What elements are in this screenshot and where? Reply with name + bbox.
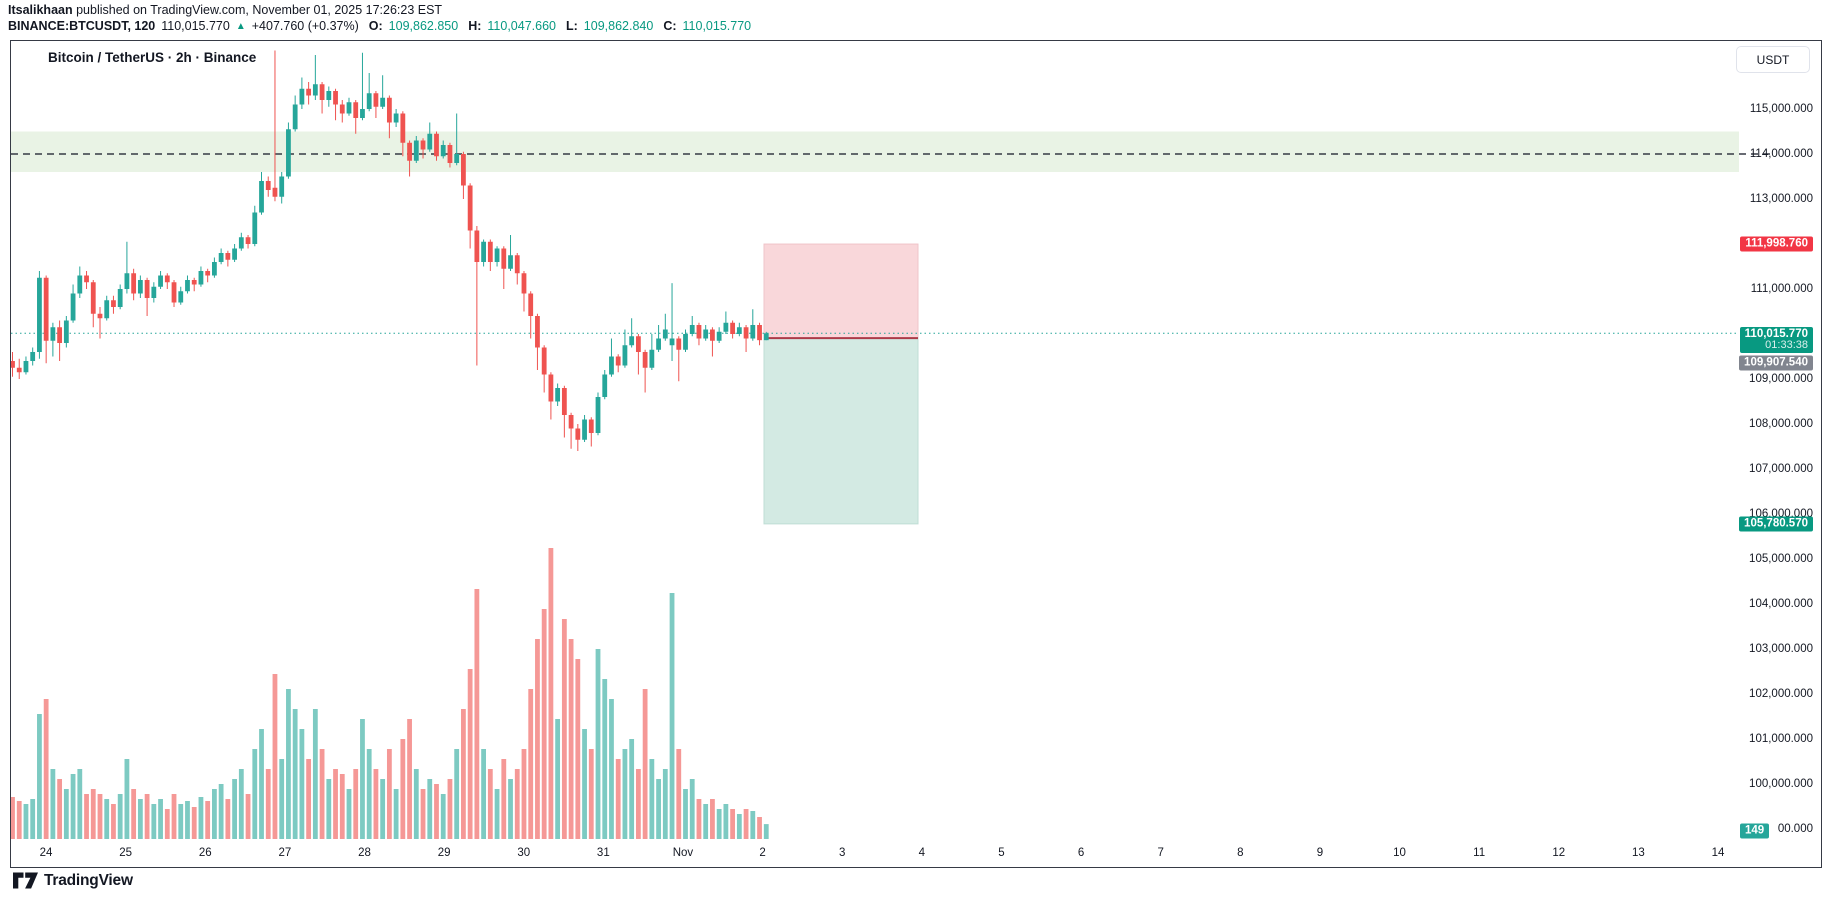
time-axis-label: 24 <box>39 847 53 859</box>
price-axis-label: 00.000 <box>1777 823 1813 835</box>
tradingview-attribution-text: TradingView <box>44 871 133 889</box>
close-label: C: <box>663 19 677 33</box>
time-axis-label: 10 <box>1393 847 1406 859</box>
price-change: +407.760 (+0.37%) <box>251 19 359 33</box>
time-axis-label: 28 <box>358 847 371 859</box>
time-axis-label: 2 <box>759 847 766 859</box>
current-price-badge: 110,015.770 01:33:38 <box>1739 327 1813 354</box>
open-label: O: <box>368 19 383 33</box>
tradingview-attribution-link[interactable]: TradingView <box>12 871 133 890</box>
time-axis-label: 6 <box>1077 847 1085 859</box>
currency-toggle-button[interactable]: USDT <box>1736 46 1810 73</box>
high-value: 110,047.660 <box>487 19 556 33</box>
time-axis-label: 3 <box>838 847 846 859</box>
stop-price-badge: 111,998.760 <box>1740 236 1813 252</box>
entry-price-badge: 109,907.540 <box>1739 355 1813 371</box>
price-axis-label: 107,000.000 <box>1749 463 1813 475</box>
time-axis-label: 11 <box>1473 847 1486 859</box>
open-value: 109,862.850 <box>388 19 459 33</box>
chart-title: Bitcoin / TetherUS · 2h · Binance <box>48 50 257 65</box>
last-price: 110,015.770 <box>161 19 230 33</box>
price-axis-label: 103,000.000 <box>1749 643 1813 655</box>
price-axis-label: 113,000.000 <box>1749 193 1813 205</box>
price-axis-label: 111,000.000 <box>1750 283 1813 295</box>
publisher-name: Itsalikhaan <box>8 3 73 17</box>
time-axis-label: 14 <box>1711 847 1725 859</box>
time-axis-label: 13 <box>1631 847 1645 859</box>
target-price-badge: 105,780.570 <box>1739 516 1813 532</box>
time-axis-label: 26 <box>198 847 212 859</box>
candlestick-chart-canvas <box>11 50 1773 839</box>
time-axis-label: 5 <box>998 847 1005 859</box>
time-axis-label: 8 <box>1237 847 1244 859</box>
countdown-timer: 01:33:38 <box>1765 339 1808 352</box>
publish-text: published on TradingView.com, November 0… <box>72 3 443 17</box>
time-axis-label: 9 <box>1316 847 1324 859</box>
chart-frame: Bitcoin / TetherUS · 2h · Binance USDT 1… <box>10 40 1822 868</box>
price-axis-label: 114,000.000 <box>1749 148 1813 160</box>
publish-line: Itsalikhaan published on TradingView.com… <box>8 3 442 17</box>
time-axis-label: 29 <box>437 847 451 859</box>
close-value: 110,015.770 <box>682 19 752 33</box>
high-label: H: <box>468 19 482 33</box>
time-axis-label: 25 <box>119 847 133 859</box>
price-axis-label: 109,000.000 <box>1749 373 1813 385</box>
price-axis-label: 102,000.000 <box>1749 688 1813 700</box>
price-axis-label: 108,000.000 <box>1749 418 1813 430</box>
time-axis-label: 27 <box>278 847 292 859</box>
time-axis-label: 12 <box>1552 847 1566 859</box>
time-axis-label: 31 <box>596 847 610 859</box>
volume-value-badge: 149 <box>1740 823 1770 839</box>
price-axis-label: 101,000.000 <box>1749 733 1813 745</box>
symbol-name: BINANCE:BTCUSDT, 120 <box>8 19 156 33</box>
price-axis-label: 100,000.000 <box>1749 778 1813 790</box>
low-value: 109,862.840 <box>583 19 654 33</box>
time-axis-label: Nov <box>672 847 694 859</box>
price-axis-label: 115,000.000 <box>1749 103 1813 115</box>
up-arrow-icon: ▲ <box>235 20 246 32</box>
symbol-legend: BINANCE:BTCUSDT, 120 110,015.770 ▲ +407.… <box>8 19 751 33</box>
price-axis-label: 104,000.000 <box>1749 598 1813 610</box>
time-axis-label: 30 <box>517 847 531 859</box>
tradingview-logo-icon <box>13 872 38 889</box>
time-axis-label: 4 <box>918 847 926 859</box>
time-axis-label: 7 <box>1157 847 1164 859</box>
price-axis-label: 105,000.000 <box>1749 553 1813 565</box>
low-label: L: <box>565 19 578 33</box>
